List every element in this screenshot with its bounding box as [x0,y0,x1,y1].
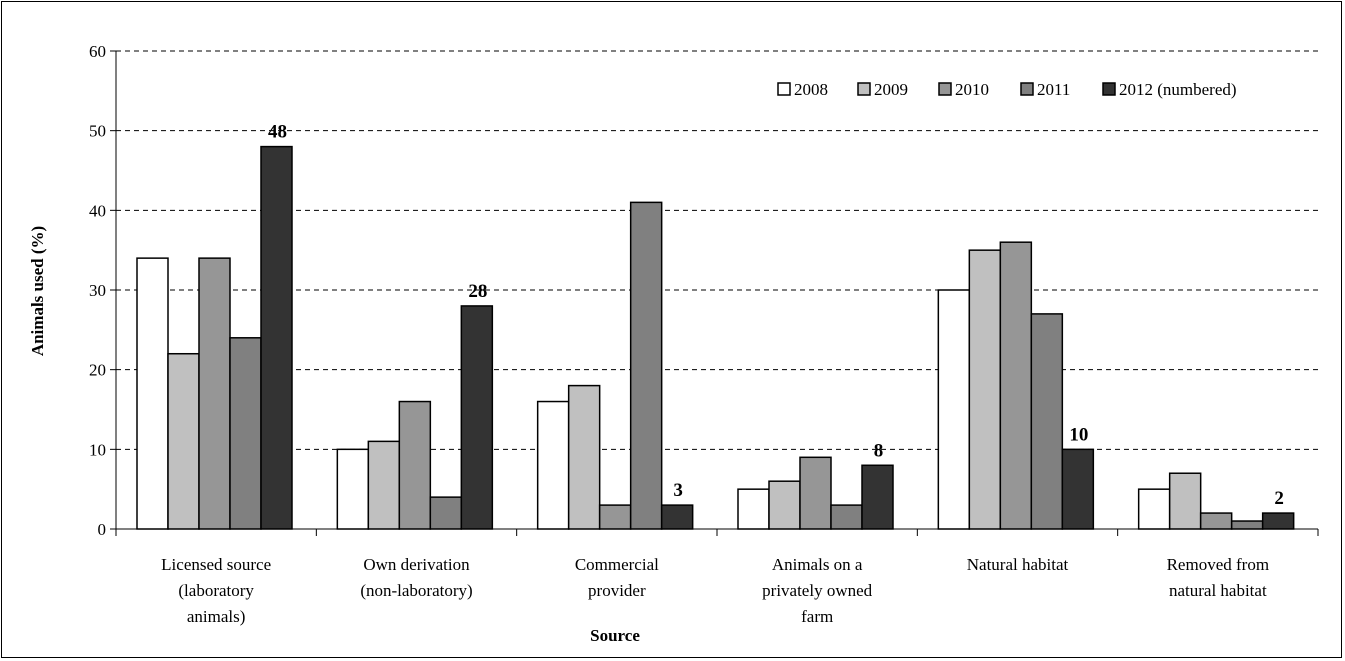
y-tick-label: 30 [89,281,106,300]
data-label: 8 [874,440,884,461]
bar [367,440,401,530]
y-tick-label: 50 [89,122,106,141]
bar [1030,313,1064,530]
x-axis-label: Source [590,626,640,645]
bars [136,145,1295,530]
x-tick-label: Natural habitat [967,555,1069,574]
bar [830,504,863,530]
legend-label: 2012 (numbered) [1119,80,1237,99]
data-label: 28 [468,281,487,302]
bar [1168,472,1202,530]
bar [167,352,200,530]
bar [598,504,632,530]
legend-swatch [1102,82,1116,96]
axes [110,50,1319,536]
legend-swatch [777,82,791,96]
bar [1061,448,1095,530]
bar [799,456,832,530]
bar [937,289,971,530]
data-label: 48 [268,122,287,143]
legend-label: 2009 [874,80,908,99]
bar [429,496,463,530]
bar [1199,512,1233,530]
legend-label: 2008 [794,80,828,99]
data-label: 2 [1274,488,1284,509]
bar [398,400,432,530]
legend-label: 2010 [955,80,989,99]
bar [861,464,894,530]
bar [768,480,801,530]
x-tick-label: Removed from natural habitat [1167,555,1269,600]
x-tick-label: Commercial provider [575,555,659,600]
data-labels: 48 28 3 8 10 2 [268,122,1284,509]
x-tick-label: Own derivation (non-laboratory) [360,555,472,600]
data-label: 3 [673,480,683,501]
bar [336,448,370,530]
bar [136,257,169,530]
bar [660,504,694,530]
bar [1261,512,1295,530]
bar [536,400,570,530]
legend-item: 2012 (numbered) [1102,80,1237,99]
bar [229,337,262,530]
bar [1230,520,1264,530]
legend-item: 2008 [777,80,828,99]
legend-item: 2011 [1020,80,1070,99]
x-tick-label: Animals on a privately owned farm [762,555,872,626]
y-tick-label: 40 [89,201,106,220]
legend-label: 2011 [1037,80,1070,99]
legend-swatch [857,82,871,96]
bar [999,241,1033,530]
bar [629,201,663,530]
y-tick-label: 20 [89,361,106,380]
y-tick-label: 0 [98,520,107,539]
legend-item: 2010 [938,80,989,99]
y-tick-label: 60 [89,42,106,61]
bar [198,257,231,530]
bar [737,488,770,530]
bar [260,145,293,530]
bar [460,305,494,530]
y-axis-label: Animals used (%) [28,226,47,356]
y-tick-labels: 0 10 20 30 40 50 60 [89,42,106,539]
bar [968,249,1002,530]
y-tick-label: 10 [89,440,106,459]
legend-swatch [1020,82,1034,96]
legend-item: 2009 [857,80,908,99]
data-label: 10 [1069,424,1088,445]
x-tick-labels: Licensed source (laboratory animals) Own de… [161,555,1269,626]
gridlines [116,50,1318,450]
bar [567,384,601,530]
x-tick-label: Licensed source (laboratory animals) [161,555,271,626]
legend: 2008 2009 2010 2011 2012 (numbered) [777,80,1237,99]
bar [1137,488,1171,530]
legend-swatch [938,82,952,96]
